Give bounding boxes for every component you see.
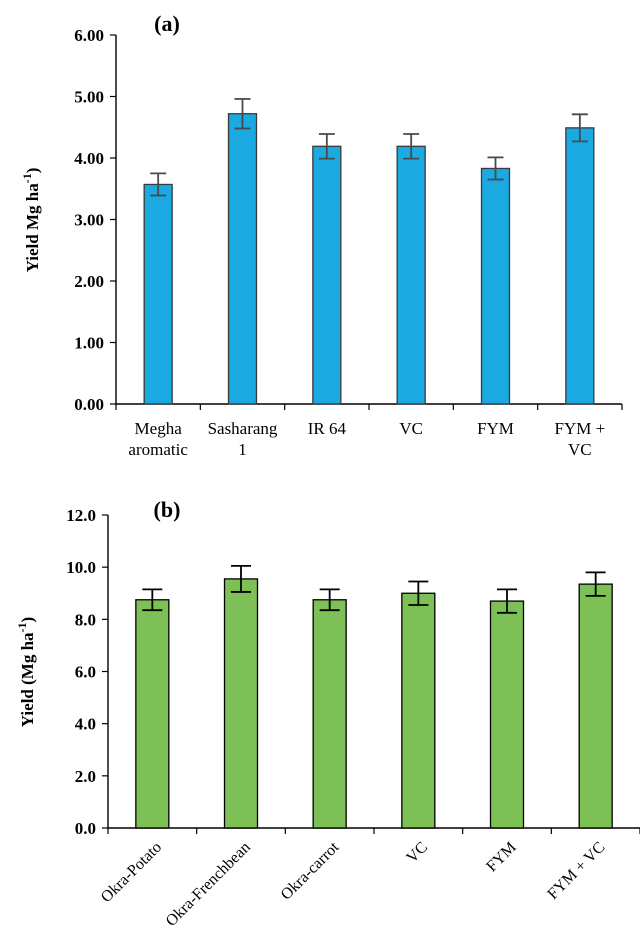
x-category-label: FYM +: [554, 419, 605, 438]
bar: [135, 599, 170, 829]
y-tick-label: 8.0: [75, 610, 96, 629]
y-tick-label: 1.00: [74, 334, 104, 353]
x-category-label: FYM + VC: [544, 839, 608, 903]
y-axis-label: Yield Mg ha-1): [20, 168, 42, 273]
panel-b: (b) 0.0 2.0 4.0 6.0 8.0 10.0 12.0 Yield (Mg ha-1…: [15, 497, 640, 930]
y-tick-label: 0.00: [74, 395, 104, 414]
x-category-label: FYM: [477, 419, 514, 438]
bar: [312, 145, 342, 405]
panel-a: (a) 0.00 1.00 2.00 3.00 4.00 5.00 6.00 Yield Mg …: [20, 11, 623, 459]
y-tick-label: 12.0: [66, 506, 96, 525]
bar: [223, 578, 259, 829]
bar: [396, 145, 426, 405]
y-tick-label: 2.0: [75, 767, 96, 786]
y-tick-label: 6.00: [74, 26, 104, 45]
x-category-label: IR 64: [308, 419, 347, 438]
x-category-label: Okra-carrot: [278, 838, 343, 903]
y-tick-label: 6.0: [75, 663, 96, 682]
y-tick-label: 4.00: [74, 149, 104, 168]
bar: [312, 599, 347, 829]
panel-label: (b): [154, 497, 181, 522]
x-category-label: Megha: [135, 419, 183, 438]
x-category-label: Sasharang: [208, 419, 278, 438]
bar: [565, 127, 595, 405]
y-tick-label: 2.00: [74, 272, 104, 291]
x-category-label: VC: [568, 440, 592, 459]
x-category-label: Okra-Frenchbean: [163, 839, 254, 930]
x-category-label: Okra-Potato: [98, 839, 165, 906]
y-tick-label: 4.0: [75, 715, 96, 734]
y-axis-label: Yield (Mg ha-1): [15, 617, 37, 727]
bar: [480, 167, 511, 405]
panel-label: (a): [154, 11, 180, 36]
x-category-label: aromatic: [128, 440, 188, 459]
bar: [401, 592, 436, 829]
x-category-label: FYM: [483, 839, 520, 876]
y-tick-label: 10.0: [66, 558, 96, 577]
y-tick-label: 0.0: [75, 819, 96, 838]
y-tick-label: 5.00: [74, 88, 104, 107]
bar: [489, 600, 525, 829]
x-category-label: 1: [238, 440, 247, 459]
bar: [143, 183, 173, 405]
x-category-label: VC: [399, 419, 423, 438]
y-tick-label: 3.00: [74, 211, 104, 230]
x-category-label: VC: [403, 839, 431, 867]
bar: [227, 113, 258, 405]
bar: [578, 583, 613, 829]
